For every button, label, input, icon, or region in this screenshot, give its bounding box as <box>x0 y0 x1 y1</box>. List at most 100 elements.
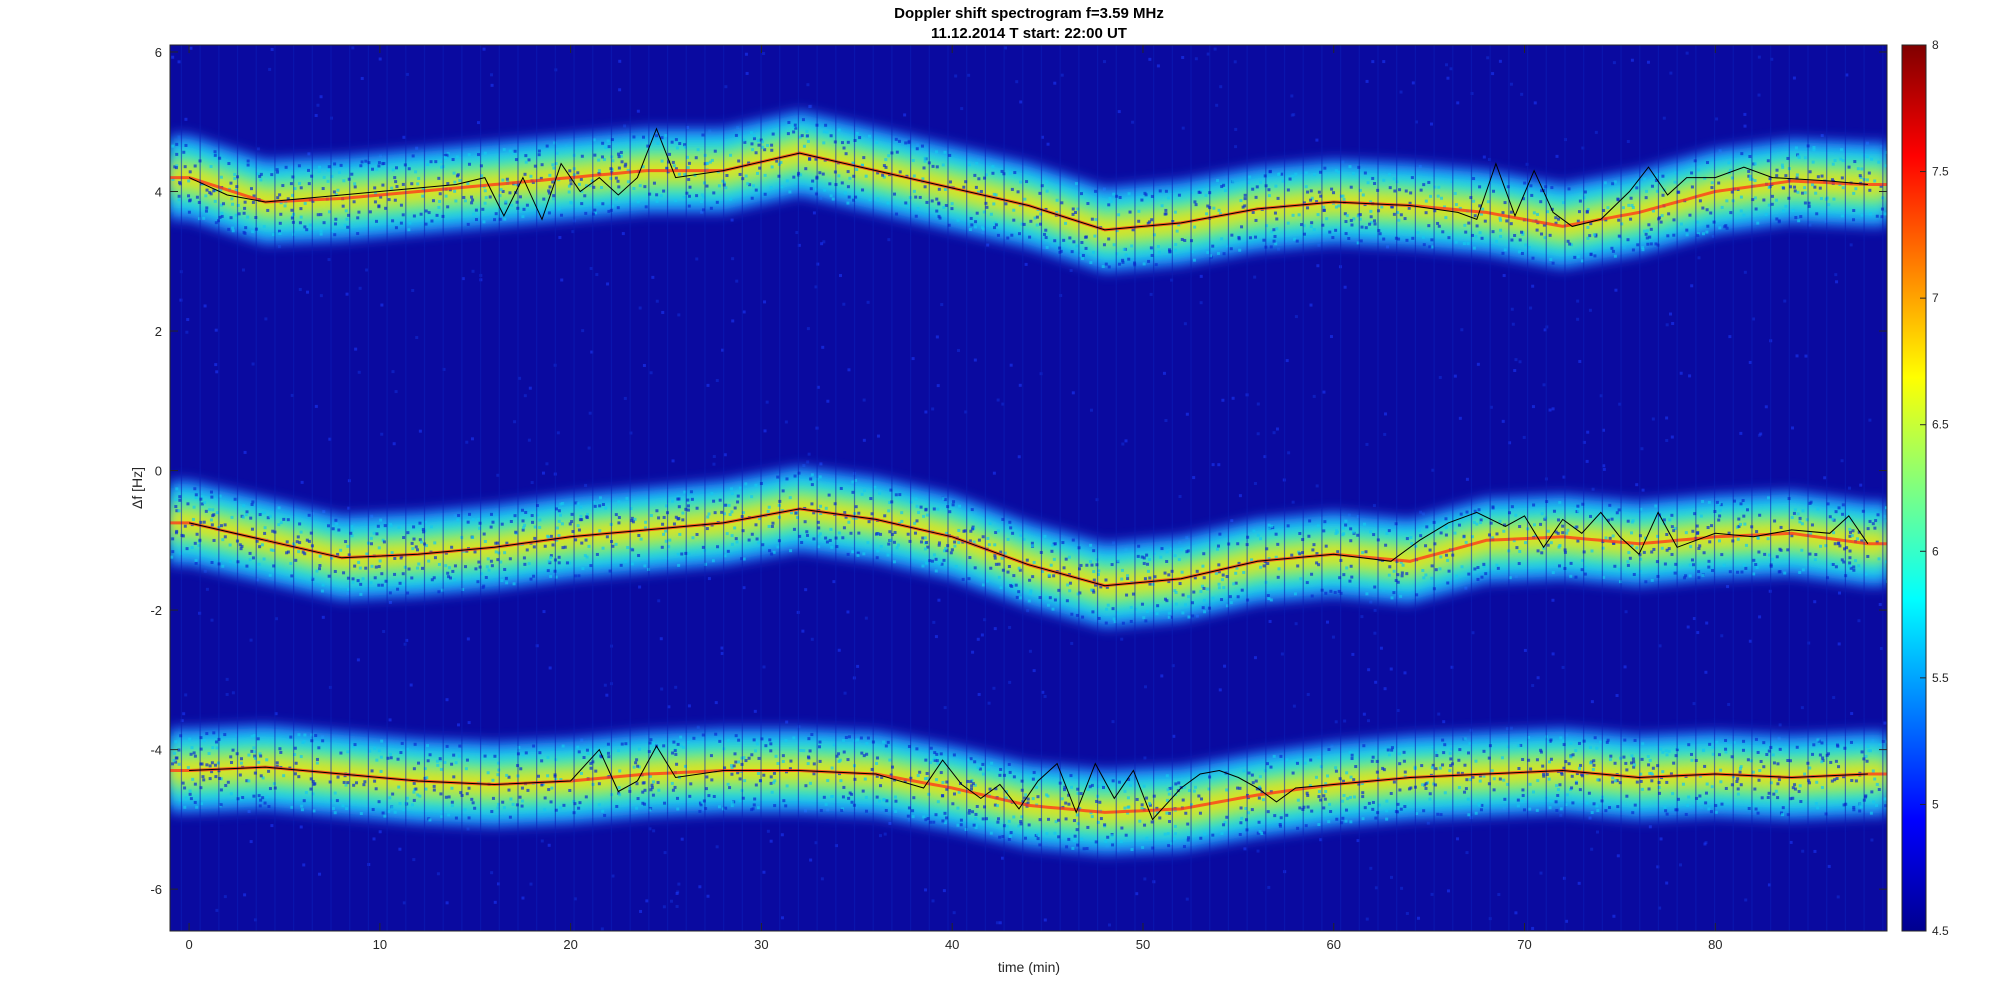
band-speckle <box>497 802 501 806</box>
band-speckle <box>221 538 225 542</box>
noise-speckle <box>319 95 323 99</box>
band-speckle <box>459 791 463 795</box>
band-speckle <box>1421 235 1425 239</box>
band-speckle <box>318 165 322 169</box>
band-speckle <box>634 761 638 765</box>
band-speckle <box>1487 533 1491 537</box>
band-speckle <box>1617 508 1621 512</box>
noise-speckle <box>816 385 820 389</box>
band-speckle <box>328 780 332 784</box>
band-speckle <box>285 540 289 544</box>
band-speckle <box>410 803 414 807</box>
band-speckle <box>1868 519 1872 523</box>
band-speckle <box>1501 211 1505 215</box>
band-speckle <box>689 782 693 786</box>
band-speckle <box>637 747 641 751</box>
band-speckle <box>1767 203 1771 207</box>
band-speckle <box>1555 808 1559 812</box>
band-speckle <box>1565 793 1569 797</box>
band-speckle <box>339 163 343 167</box>
band-speckle <box>1715 740 1719 744</box>
noise-speckle <box>402 901 406 905</box>
band-speckle <box>1848 534 1852 538</box>
band-speckle <box>754 783 758 787</box>
band-speckle <box>1475 522 1479 526</box>
band-speckle <box>1328 802 1332 806</box>
noise-speckle <box>1170 278 1174 282</box>
band-speckle <box>1038 191 1042 195</box>
band-speckle <box>884 158 888 162</box>
band-speckle <box>643 788 647 792</box>
band-speckle <box>1628 556 1632 560</box>
band-speckle <box>1151 846 1155 850</box>
band-speckle <box>525 203 529 207</box>
band-speckle <box>806 762 810 766</box>
band-speckle <box>942 558 946 562</box>
band-speckle <box>961 577 965 581</box>
band-speckle <box>937 543 941 547</box>
band-speckle <box>1371 176 1375 180</box>
noise-speckle <box>1531 405 1535 409</box>
band-speckle <box>695 533 699 537</box>
band-speckle <box>433 556 437 560</box>
band-speckle <box>875 532 879 536</box>
band-speckle <box>852 198 856 202</box>
band-speckle <box>238 773 242 777</box>
band-speckle <box>520 804 524 808</box>
band-speckle <box>860 751 864 755</box>
band-speckle <box>175 529 179 533</box>
band-speckle <box>752 137 756 141</box>
noise-speckle <box>924 410 928 414</box>
band-speckle <box>726 549 730 553</box>
band-speckle <box>1513 233 1517 237</box>
band-speckle <box>911 809 915 813</box>
band-speckle <box>546 774 550 778</box>
band-speckle <box>1792 511 1796 515</box>
band-speckle <box>635 806 639 810</box>
band-speckle <box>568 789 572 793</box>
band-speckle <box>1512 539 1516 543</box>
band-speckle <box>1267 597 1271 601</box>
band-speckle <box>271 529 275 533</box>
band-speckle <box>1607 518 1611 522</box>
band-speckle <box>923 159 927 163</box>
band-speckle <box>578 518 582 522</box>
band-speckle <box>178 182 182 186</box>
band-speckle <box>1460 771 1464 775</box>
band-speckle <box>914 214 918 218</box>
band-speckle <box>259 798 263 802</box>
band-speckle <box>854 505 858 509</box>
band-speckle <box>934 569 938 573</box>
band-speckle <box>170 555 174 559</box>
band-speckle <box>1009 831 1013 835</box>
band-speckle <box>1322 806 1326 810</box>
band-speckle <box>602 158 606 162</box>
band-speckle <box>879 545 883 549</box>
band-speckle <box>1847 564 1851 568</box>
noise-speckle <box>992 471 996 475</box>
band-speckle <box>1167 844 1171 848</box>
band-speckle <box>1012 218 1016 222</box>
band-speckle <box>1243 197 1247 201</box>
band-speckle <box>1152 794 1156 798</box>
band-speckle <box>319 229 323 233</box>
band-speckle <box>195 532 199 536</box>
band-speckle <box>1093 234 1097 238</box>
noise-speckle <box>667 705 671 709</box>
band-speckle <box>205 188 209 192</box>
band-speckle <box>702 208 706 212</box>
band-speckle <box>410 541 414 545</box>
noise-speckle <box>1291 500 1295 504</box>
band-speckle <box>1709 810 1713 814</box>
band-speckle <box>1878 743 1882 747</box>
band-speckle <box>326 179 330 183</box>
band-speckle <box>1753 196 1757 200</box>
band-speckle <box>174 498 178 502</box>
band-speckle <box>1727 531 1731 535</box>
band-speckle <box>1421 569 1425 573</box>
band-speckle <box>537 153 541 157</box>
band-speckle <box>705 161 709 165</box>
noise-speckle <box>623 396 627 400</box>
band-speckle <box>624 162 628 166</box>
band-speckle <box>1574 575 1578 579</box>
